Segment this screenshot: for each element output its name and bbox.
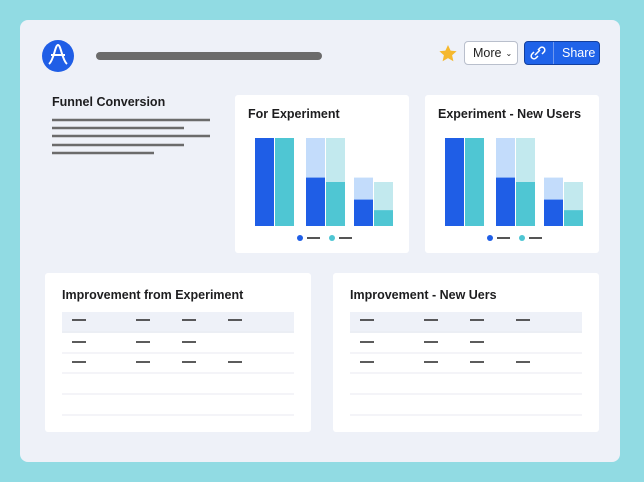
logo-mark xyxy=(48,43,68,65)
more-label: More xyxy=(473,46,502,60)
legend-dot xyxy=(487,235,493,241)
share-button[interactable]: Share xyxy=(524,41,600,65)
table-panel: Improvement from Experiment xyxy=(45,273,311,432)
chart-title: For Experiment xyxy=(248,107,340,121)
chevron: ⌄ xyxy=(505,48,513,58)
bar xyxy=(275,138,294,226)
bar xyxy=(445,138,464,226)
bar xyxy=(255,138,274,226)
chart xyxy=(445,138,583,241)
more-button[interactable]: More ⌄ xyxy=(464,41,518,65)
table-header xyxy=(350,312,582,333)
star[interactable] xyxy=(439,45,457,62)
chart-title: Experiment - New Users xyxy=(438,107,582,121)
legend-dot xyxy=(519,235,525,241)
table xyxy=(62,312,294,416)
legend-dot xyxy=(297,235,303,241)
bar xyxy=(544,199,563,226)
bar xyxy=(374,210,393,226)
bar xyxy=(465,138,484,226)
table-header xyxy=(62,312,294,333)
bar xyxy=(354,199,373,226)
title-placeholder xyxy=(96,52,322,60)
legend-dot xyxy=(329,235,335,241)
bar xyxy=(516,182,535,226)
table-panel: Improvement - New Uers xyxy=(333,273,599,432)
share-label: Share xyxy=(562,46,596,60)
table xyxy=(350,312,582,416)
bar xyxy=(564,210,583,226)
bar xyxy=(496,177,515,226)
chart xyxy=(255,138,393,241)
summary-title: Funnel Conversion xyxy=(52,95,166,109)
link-icon xyxy=(530,46,546,60)
summary-lines xyxy=(52,118,210,155)
chart-panel: Experiment - New Users xyxy=(425,95,599,253)
table-title: Improvement from Experiment xyxy=(62,288,244,302)
bar xyxy=(306,177,325,226)
bar xyxy=(326,182,345,226)
chart-panel: For Experiment xyxy=(235,95,409,253)
table-title: Improvement - New Uers xyxy=(350,288,497,302)
